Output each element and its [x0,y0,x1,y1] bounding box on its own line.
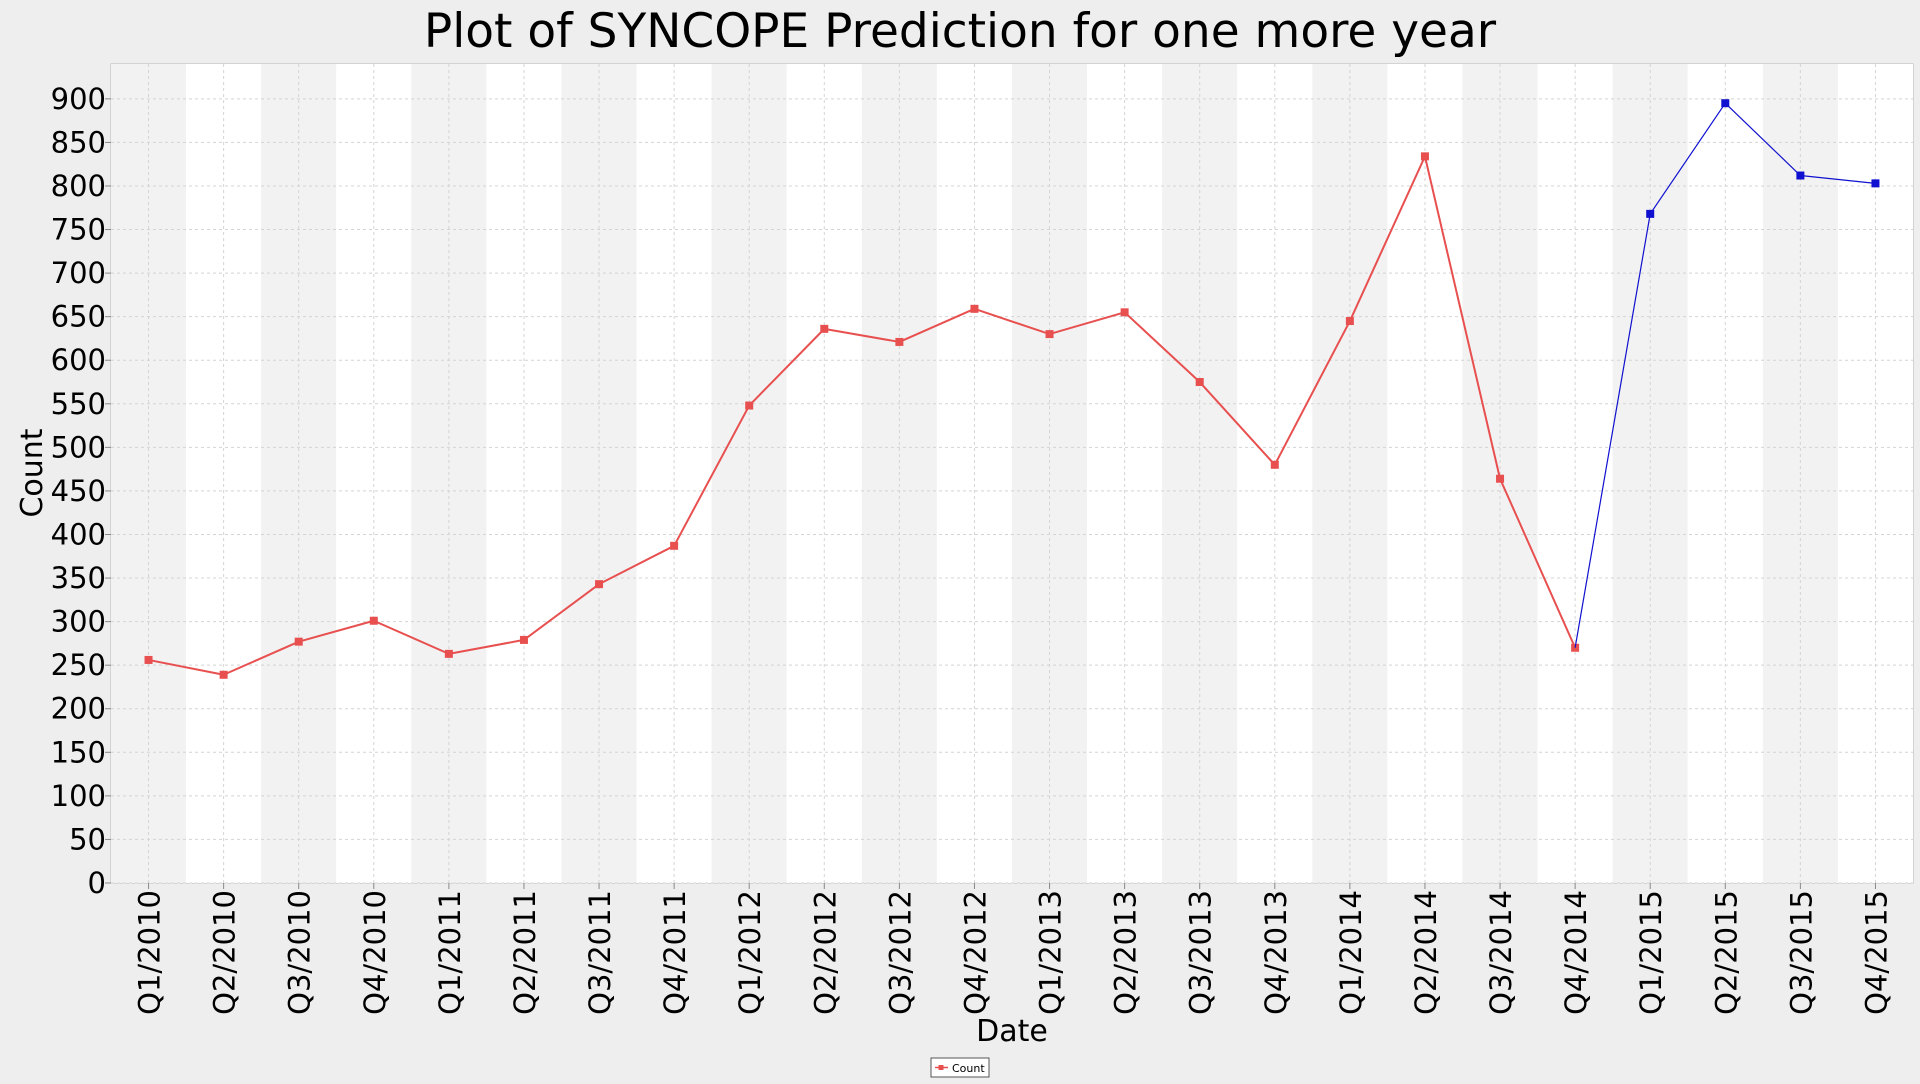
x-tick-label: Q2/2014 [1409,890,1443,1015]
y-tick-label: 350 [51,561,106,595]
data-point [294,637,303,646]
y-tick-label: 750 [51,213,106,247]
data-point [444,649,453,658]
x-tick-label: Q2/2010 [208,890,242,1015]
y-tick-label: 50 [69,822,106,856]
data-point [1420,152,1429,161]
y-tick-label: 850 [51,125,106,159]
data-point [595,580,604,589]
x-tick-label: Q3/2012 [883,890,917,1015]
data-point [1871,179,1880,188]
data-point [1195,378,1204,387]
chart-title: Plot of SYNCOPE Prediction for one more … [424,4,1497,59]
x-tick-label: Q3/2014 [1484,890,1518,1015]
data-point [1646,209,1655,218]
y-axis-label: Count [15,428,50,517]
x-tick-label: Q4/2014 [1559,890,1593,1015]
x-tick-label: Q2/2015 [1709,890,1743,1015]
data-point [519,635,528,644]
legend: Count [930,1057,990,1078]
data-point [1120,308,1129,317]
legend-label-count: Count [952,1062,985,1075]
y-tick-label: 450 [51,474,106,508]
x-tick-label: Q1/2013 [1034,890,1068,1015]
data-point [219,670,228,679]
x-tick-label: Q3/2011 [583,890,617,1015]
data-point [1721,99,1730,108]
data-point [970,304,979,313]
y-tick-label: 250 [51,648,106,682]
y-tick-label: 700 [51,256,106,290]
series-line [148,155,1577,676]
x-tick-label: Q3/2015 [1784,890,1818,1015]
x-tick-label: Q4/2013 [1259,890,1293,1015]
x-tick-label: Q1/2012 [733,890,767,1015]
x-tick-label: Q2/2011 [508,890,542,1015]
x-tick-label: Q1/2015 [1634,890,1668,1015]
y-tick-label: 200 [51,692,106,726]
grid-lines [111,64,1913,884]
y-tick-label: 800 [51,169,106,203]
x-tick-label: Q1/2010 [133,890,167,1015]
y-tick-label: 650 [51,300,106,334]
x-tick-label: Q4/2015 [1859,890,1893,1015]
x-axis: Q1/2010 Q2/2010 Q3/2010 Q4/2010 Q1/2011 Q2/20… [133,883,1893,1015]
x-tick-label: Q3/2010 [283,890,317,1015]
y-tick-label: 500 [51,430,106,464]
data-point [1270,460,1279,469]
data-point [820,324,829,333]
x-tick-label: Q1/2011 [433,890,467,1015]
x-tick-label: Q1/2014 [1334,890,1368,1015]
y-tick-label: 100 [51,779,106,813]
data-point [144,655,153,664]
x-tick-label: Q3/2013 [1184,890,1218,1015]
series-layer [144,99,1880,679]
category-bands [111,64,1913,883]
data-point [1045,330,1054,339]
legend-box [930,1057,990,1078]
y-tick-label: 300 [51,605,106,639]
x-tick-label: Q4/2011 [658,890,692,1015]
data-point [1345,317,1354,326]
y-tick-label: 400 [51,517,106,551]
y-tick-label: 550 [51,387,106,421]
data-point [745,401,754,410]
y-tick-label: 600 [51,343,106,377]
data-point [670,541,679,550]
x-tick-label: Q2/2013 [1109,890,1143,1015]
x-tick-label: Q4/2012 [958,890,992,1015]
data-point [1496,474,1505,483]
y-tick-label: 0 [88,866,106,900]
data-point [369,616,378,625]
data-point [895,337,904,346]
data-point [1796,171,1805,180]
x-tick-label: Q2/2012 [808,890,842,1015]
y-tick-label: 900 [51,82,106,116]
y-axis: 0 50 100 150 200 250 300 350 400 450 500 550 600 650 7… [51,82,111,900]
legend-marker-count [938,1065,944,1070]
x-axis-label: Date [976,1014,1048,1049]
y-tick-label: 150 [51,735,106,769]
x-tick-label: Q4/2010 [358,890,392,1015]
